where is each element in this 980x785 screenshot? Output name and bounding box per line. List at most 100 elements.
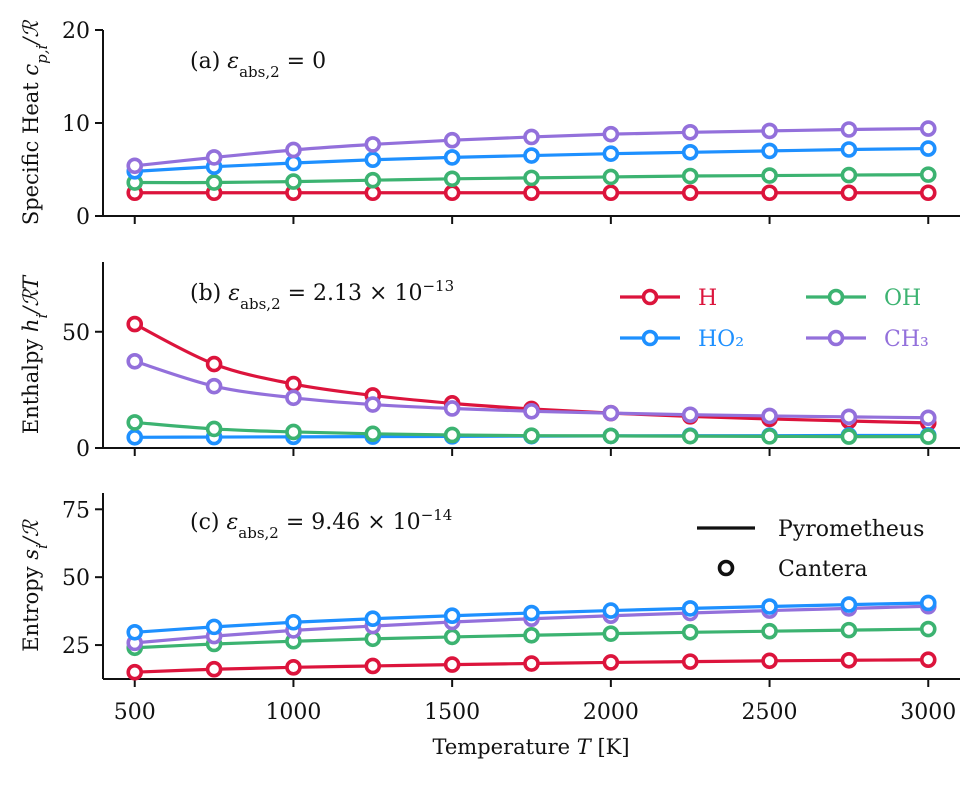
data-point-HO2 [364,610,382,628]
y-tick-label: 75 [62,498,90,523]
data-point-OH [761,428,778,445]
x-axis-label: Temperature T [K] [432,735,629,759]
y-axis-label: Specific Heat cp,i/ℛ [19,20,51,226]
data-point-H [443,184,461,202]
data-point-H [523,184,540,202]
x-tick-label: 1000 [265,700,321,725]
data-point-HO2 [443,607,461,625]
data-point-HO2 [840,596,858,613]
data-point-H [602,654,620,671]
y-tick-label: 50 [62,566,90,591]
data-point-HO2 [681,143,699,161]
data-point-H [364,657,382,675]
data-point-OH [602,168,620,186]
data-point-CH3 [761,122,778,140]
data-point-HO2 [681,600,699,617]
data-point-CH3 [443,131,461,149]
data-point-OH [285,173,302,190]
data-point-H [681,653,699,670]
data-point-OH [443,426,461,444]
data-point-CH3 [126,352,144,370]
legend-label-pyrometheus: Pyrometheus [778,517,924,542]
y-tick-label: 0 [76,205,90,230]
panel-a: 0 10 20 Specific Heat cp,i/ℛ (a) εabs,2 = 0 [19,19,960,230]
data-point-HO2 [761,598,778,615]
panel-annotation: (a) εabs,2 = 0 [190,49,326,81]
data-point-CH3 [681,124,699,141]
data-point-HO2 [364,151,382,169]
x-tick-label: 3000 [900,700,956,725]
data-point-HO2 [523,147,540,164]
data-point-OH [761,167,778,184]
legend-marker-CH3 [827,329,845,347]
data-point-CH3 [205,149,223,166]
data-point-CH3 [285,389,302,407]
data-point-CH3 [364,396,382,413]
y-tick-label: 25 [62,634,90,659]
x-tick-label: 500 [114,700,156,725]
data-point-OH [364,171,382,189]
data-point-OH [840,166,858,184]
legend-marker-HO2 [641,329,659,347]
data-point-HO2 [761,142,778,160]
data-point-H [761,652,778,670]
legend-label-OH: OH [884,286,921,311]
data-point-HO2 [205,618,223,636]
data-point-H [285,659,302,676]
data-point-CH3 [602,404,620,422]
data-point-HO2 [523,604,540,622]
data-point-HO2 [443,149,461,166]
legend-marker-OH [827,288,845,306]
data-point-OH [443,170,461,188]
data-point-HO2 [126,623,144,641]
legend-marker-H [641,288,659,306]
data-point-OH [205,420,223,438]
data-point-OH [126,414,144,431]
panel-b: 0 50 Enthalpy hi/ℛT (b) εabs,2 = 2.13 × 10−… [19,262,960,462]
data-point-HO2 [285,613,302,631]
x-tick-label: 1500 [424,700,480,725]
panel-annotation: (c) εabs,2 = 9.46 × 10−14 [190,506,452,542]
data-point-OH [919,428,937,445]
data-point-H [919,184,937,202]
y-axis-label: Enthalpy hi/ℛT [19,274,51,434]
data-point-HO2 [285,154,302,172]
data-point-OH [761,622,778,640]
data-point-H [126,315,144,333]
data-point-H [205,355,223,373]
data-point-CH3 [443,400,461,417]
data-point-CH3 [602,125,620,143]
data-point-CH3 [285,141,302,159]
data-point-CH3 [919,409,937,427]
data-point-H [840,184,858,202]
data-point-HO2 [919,594,937,612]
data-point-H [205,660,223,678]
data-point-H [126,663,144,681]
x-tick-label: 2000 [583,700,639,725]
legend-marker-cantera [717,559,735,577]
data-point-OH [443,628,461,646]
species-legend: H OH HO₂ CH₃ [620,286,929,352]
panel-annotation: (b) εabs,2 = 2.13 × 10−13 [190,277,454,313]
y-axis-label: Entropy si/ℛ [19,519,51,652]
data-point-CH3 [840,408,858,426]
y-tick-label: 0 [76,437,90,462]
data-point-H [840,651,858,669]
data-point-OH [523,626,540,644]
data-point-CH3 [761,407,778,425]
data-point-OH [681,167,699,185]
data-point-CH3 [523,402,540,420]
data-point-CH3 [919,120,937,137]
data-point-CH3 [126,157,144,175]
data-point-OH [285,423,302,441]
legend-label-cantera: Cantera [778,557,868,582]
data-point-CH3 [205,377,223,395]
method-legend: Pyrometheus Cantera [697,517,924,582]
data-point-OH [840,428,858,445]
data-point-HO2 [919,140,937,157]
data-point-CH3 [523,128,540,146]
data-point-OH [840,621,858,639]
data-point-OH [602,427,620,445]
